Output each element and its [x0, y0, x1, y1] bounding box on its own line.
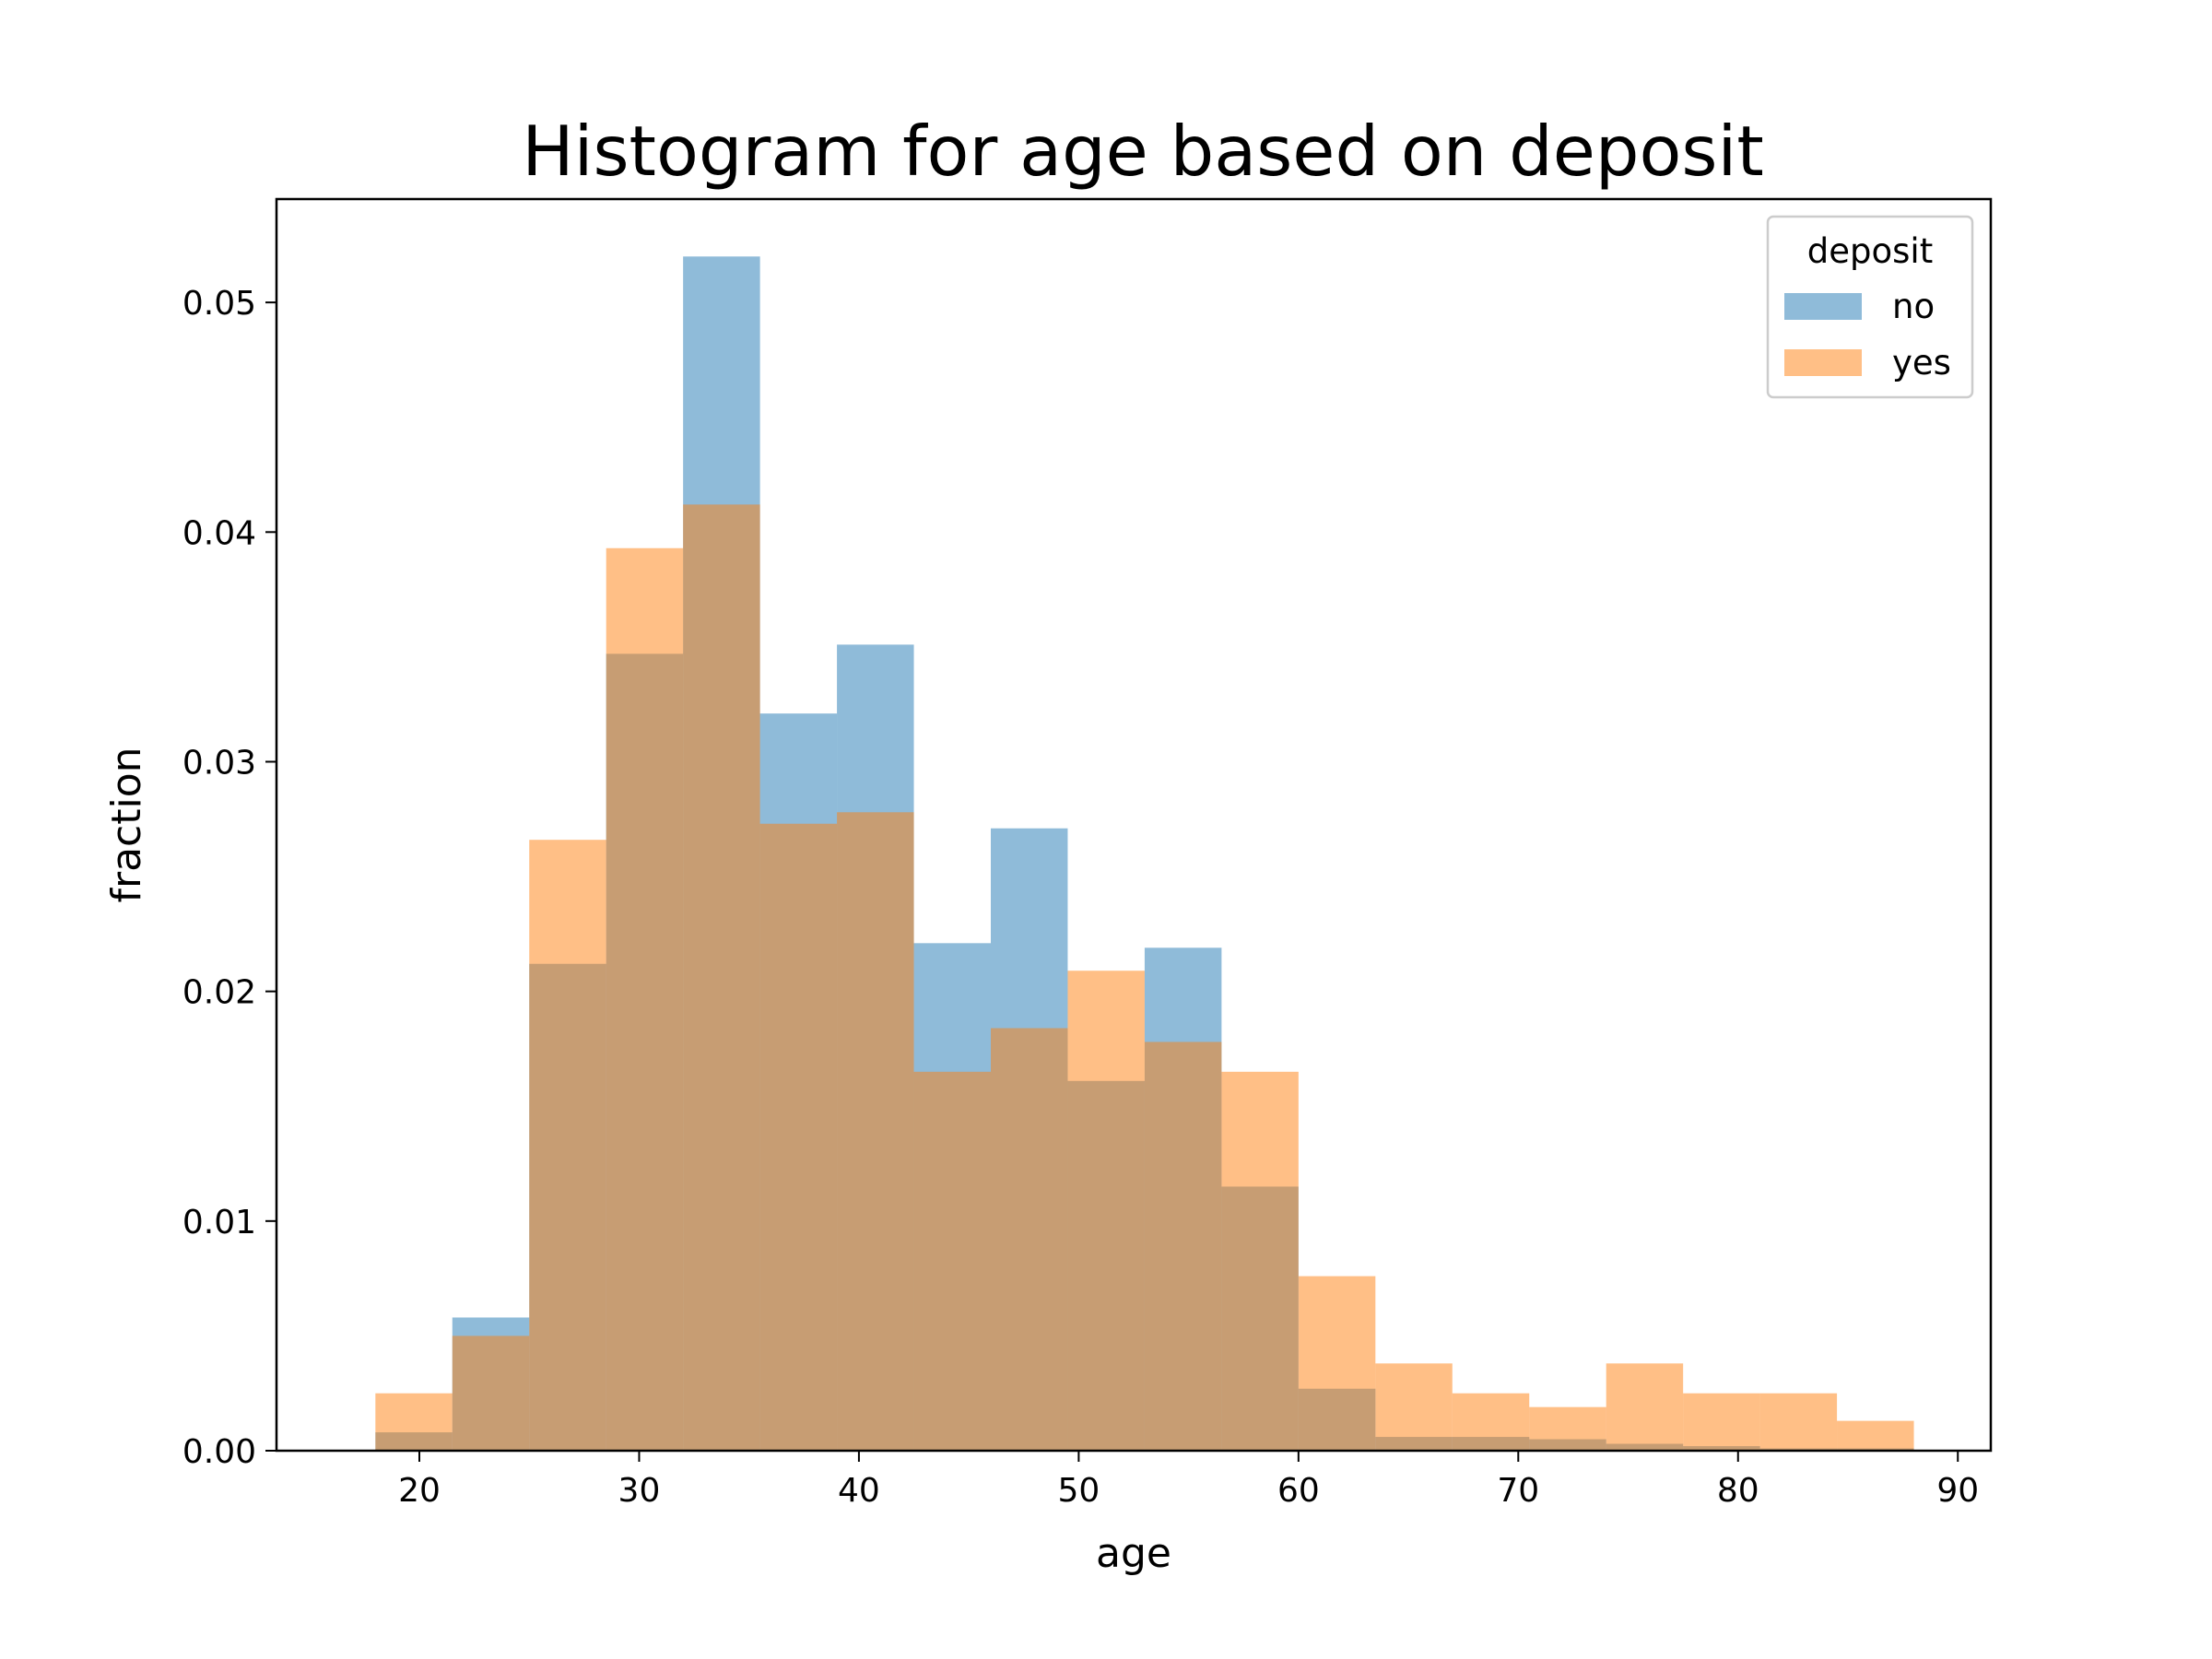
x-tick-label: 40 — [838, 1472, 880, 1510]
legend-title: deposit — [1807, 231, 1933, 271]
bar-yes-6 — [837, 812, 914, 1451]
bar-yes-0 — [375, 1393, 453, 1451]
bar-yes-16 — [1606, 1363, 1684, 1451]
bar-yes-18 — [1759, 1393, 1838, 1451]
y-tick-label: 0.02 — [182, 974, 256, 1012]
y-tick-label: 0.05 — [182, 285, 256, 323]
y-axis-label: fraction — [103, 747, 150, 902]
legend-label-yes: yes — [1892, 343, 1951, 382]
legend: deposit no yes — [1766, 215, 1974, 399]
y-axis: 0.00 0.01 0.02 0.03 0.04 0.05 — [182, 285, 276, 1471]
y-tick-label: 0.00 — [182, 1433, 256, 1471]
legend-swatch-no — [1784, 293, 1862, 320]
plot-frame — [275, 197, 1993, 1453]
bar-yes-9 — [1067, 971, 1145, 1451]
bar-yes-5 — [759, 823, 838, 1451]
bar-yes-19 — [1837, 1420, 1914, 1451]
x-axis: 20 30 40 50 60 70 80 90 — [398, 1451, 1979, 1510]
x-tick-label: 60 — [1277, 1472, 1320, 1510]
bar-yes-7 — [913, 1071, 991, 1451]
bar-yes-14 — [1452, 1393, 1530, 1451]
bar-yes-17 — [1683, 1393, 1760, 1451]
y-tick-label: 0.04 — [182, 514, 256, 552]
x-tick-label: 70 — [1497, 1472, 1539, 1510]
x-tick-label: 90 — [1936, 1472, 1979, 1510]
bar-yes-10 — [1144, 1041, 1222, 1451]
x-tick-label: 30 — [618, 1472, 661, 1510]
x-tick-label: 50 — [1057, 1472, 1100, 1510]
bar-yes-8 — [991, 1028, 1068, 1451]
bar-yes-12 — [1298, 1276, 1376, 1451]
bar-yes-2 — [529, 840, 606, 1451]
chart-title: Histogram for age based on deposit — [522, 111, 1763, 192]
y-tick-label: 0.01 — [182, 1204, 256, 1241]
bar-yes-13 — [1375, 1363, 1453, 1451]
bar-yes-1 — [452, 1335, 530, 1451]
x-tick-label: 80 — [1717, 1472, 1759, 1510]
legend-swatch-yes — [1784, 349, 1862, 376]
x-tick-label: 20 — [398, 1472, 441, 1510]
y-tick-label: 0.03 — [182, 744, 256, 782]
bar-yes-15 — [1529, 1406, 1606, 1451]
bar-yes-3 — [606, 547, 684, 1451]
x-axis-label: age — [1096, 1530, 1171, 1577]
bar-yes-4 — [683, 504, 760, 1451]
bar-yes-11 — [1221, 1071, 1299, 1451]
legend-label-no: no — [1892, 287, 1935, 326]
series-yes-bars — [375, 504, 1914, 1451]
